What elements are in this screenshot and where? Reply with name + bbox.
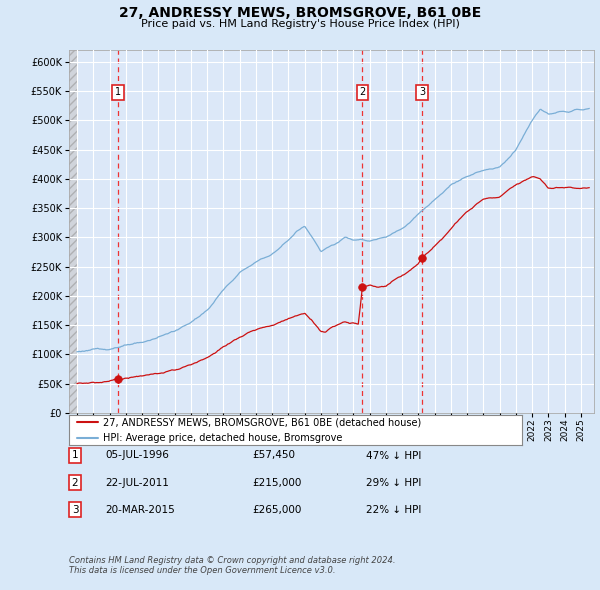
Text: 1: 1	[71, 451, 79, 460]
Text: 22% ↓ HPI: 22% ↓ HPI	[366, 505, 421, 514]
Text: 27, ANDRESSY MEWS, BROMSGROVE, B61 0BE (detached house): 27, ANDRESSY MEWS, BROMSGROVE, B61 0BE (…	[103, 418, 421, 427]
Text: Contains HM Land Registry data © Crown copyright and database right 2024.: Contains HM Land Registry data © Crown c…	[69, 556, 395, 565]
Text: 2: 2	[359, 87, 365, 97]
Text: 3: 3	[71, 505, 79, 514]
Text: This data is licensed under the Open Government Licence v3.0.: This data is licensed under the Open Gov…	[69, 566, 335, 575]
Bar	[69, 50, 77, 413]
Text: HPI: Average price, detached house, Bromsgrove: HPI: Average price, detached house, Brom…	[103, 433, 343, 442]
Text: 27, ANDRESSY MEWS, BROMSGROVE, B61 0BE: 27, ANDRESSY MEWS, BROMSGROVE, B61 0BE	[119, 6, 481, 20]
Text: Price paid vs. HM Land Registry's House Price Index (HPI): Price paid vs. HM Land Registry's House …	[140, 19, 460, 29]
Text: 2: 2	[71, 478, 79, 487]
Text: £265,000: £265,000	[252, 505, 301, 514]
Text: 1: 1	[115, 87, 121, 97]
Text: 20-MAR-2015: 20-MAR-2015	[105, 505, 175, 514]
Text: 3: 3	[419, 87, 425, 97]
Text: 29% ↓ HPI: 29% ↓ HPI	[366, 478, 421, 487]
Text: £57,450: £57,450	[252, 451, 295, 460]
Text: 05-JUL-1996: 05-JUL-1996	[105, 451, 169, 460]
Text: 22-JUL-2011: 22-JUL-2011	[105, 478, 169, 487]
Text: 47% ↓ HPI: 47% ↓ HPI	[366, 451, 421, 460]
Text: £215,000: £215,000	[252, 478, 301, 487]
